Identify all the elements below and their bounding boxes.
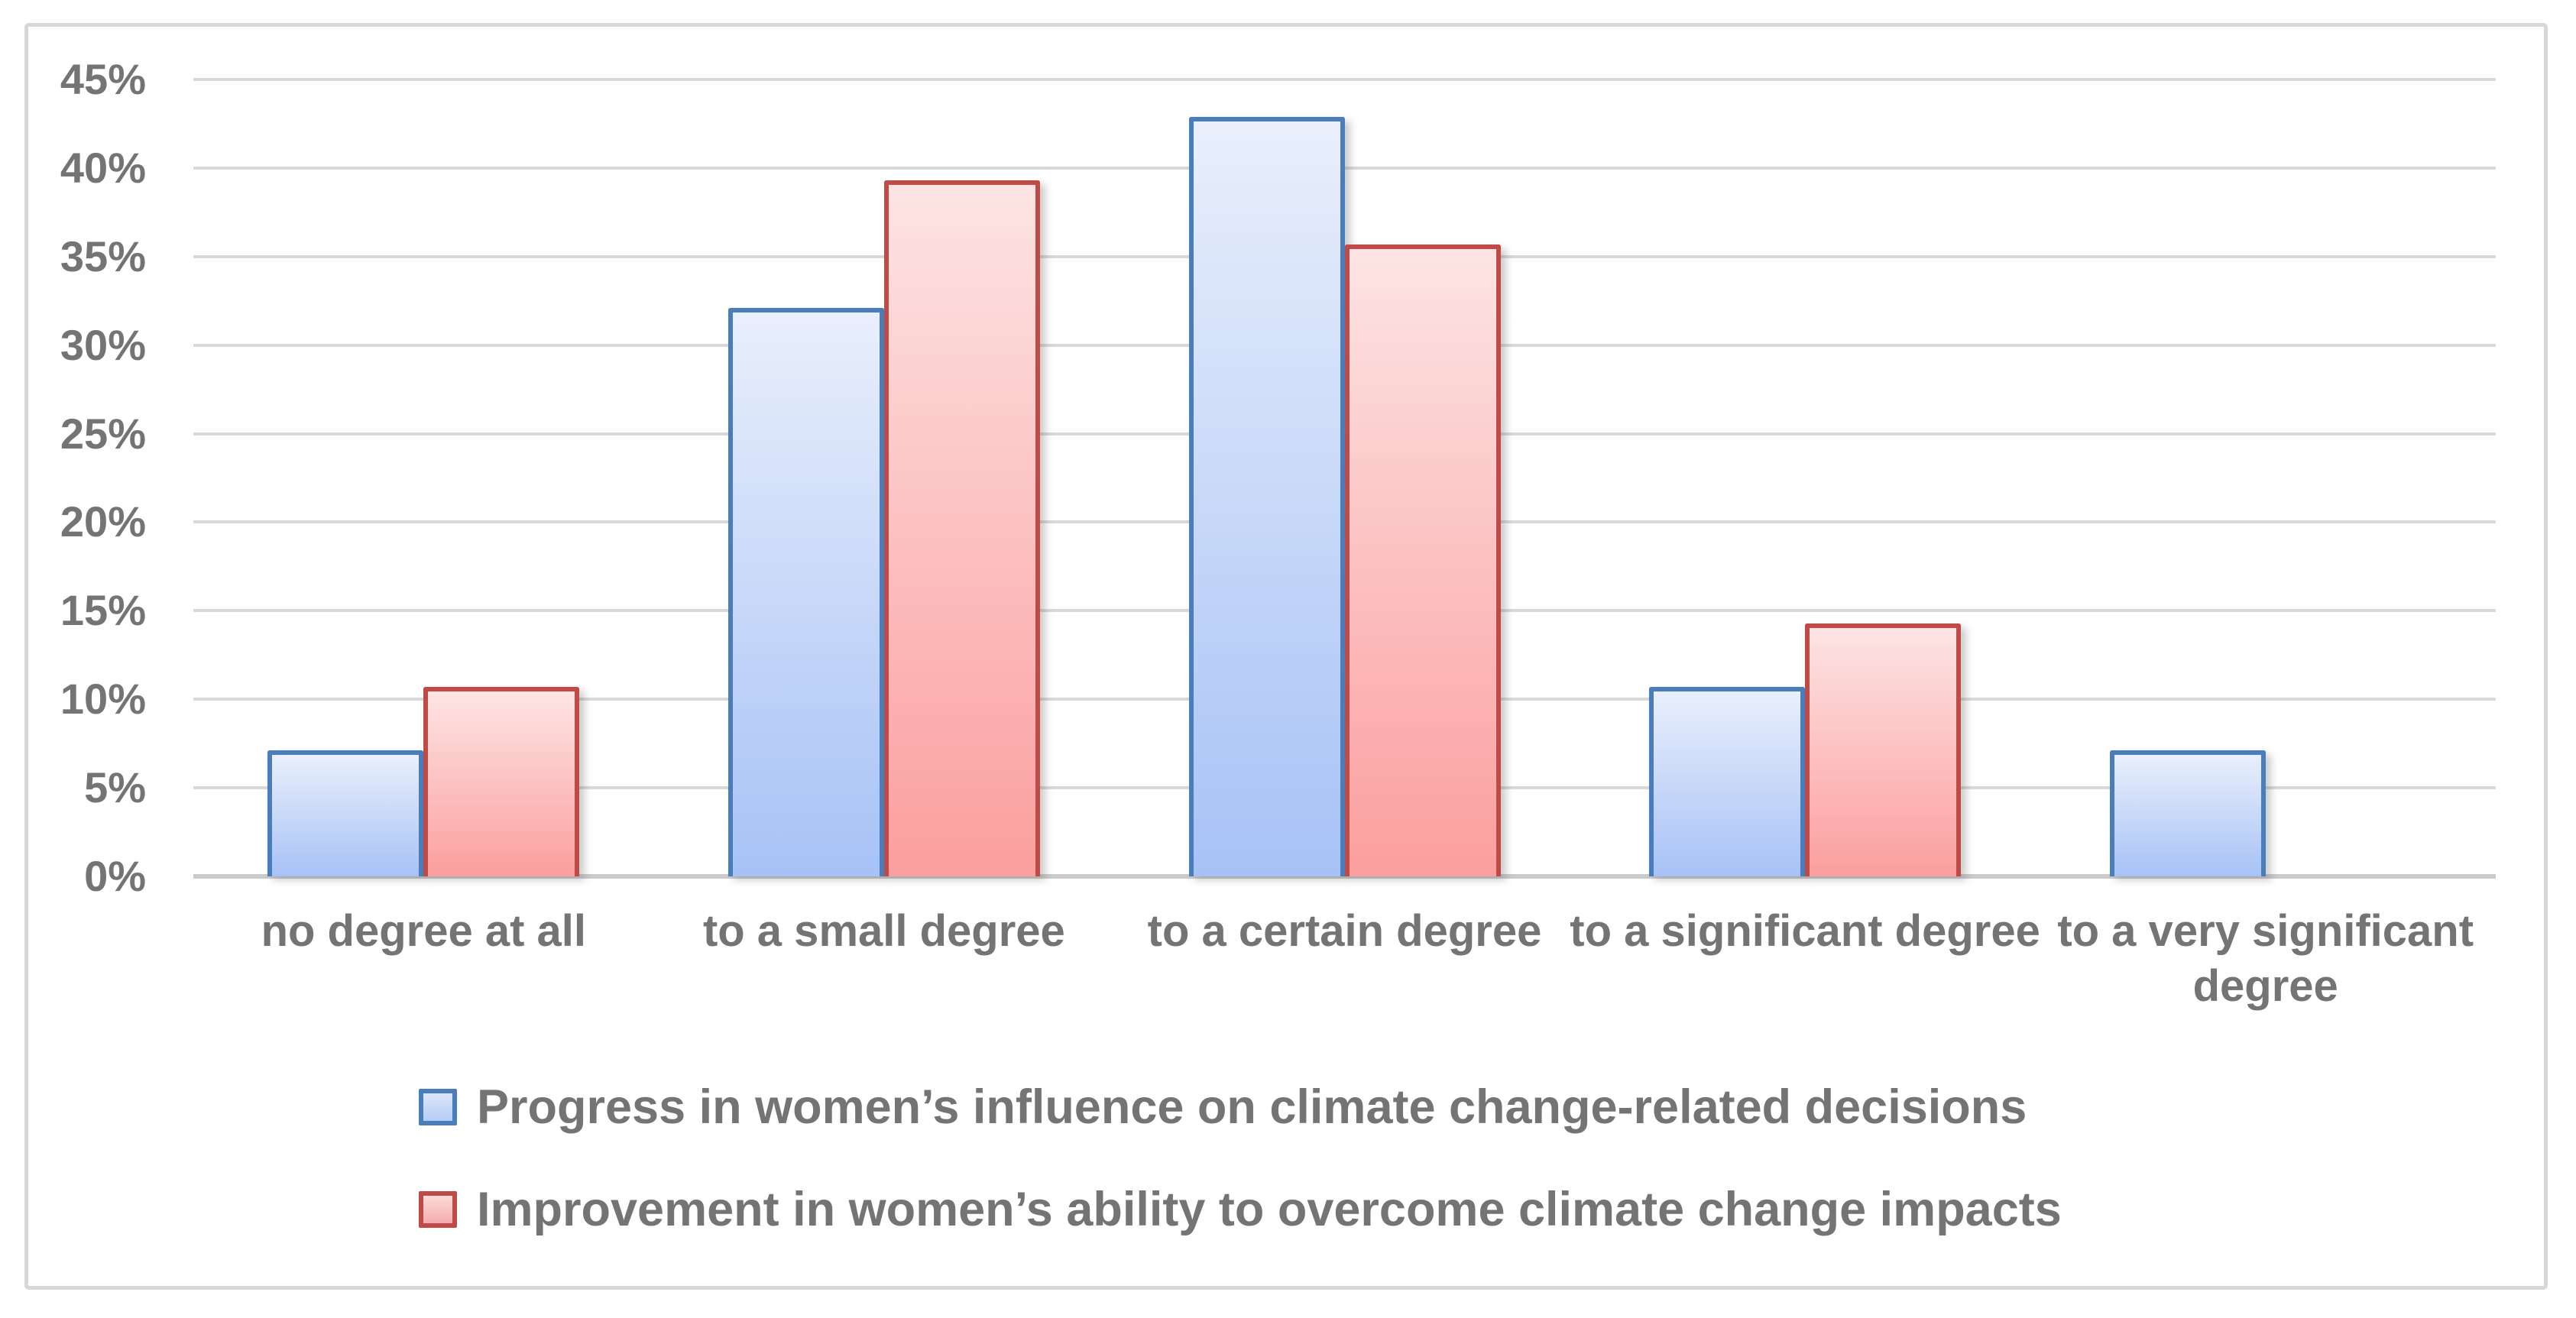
y-tick-label-35: 35% — [60, 232, 146, 280]
bar-series1-cat0 — [423, 687, 580, 876]
legend-entry-improvement: Improvement in women’s ability to overco… — [419, 1174, 2062, 1245]
category-label-0: no degree at all — [261, 906, 587, 956]
y-tick-label-45: 45% — [60, 55, 146, 103]
category-label-3: to a significant degree — [1570, 906, 2040, 956]
legend-entry-progress: Progress in women’s influence on climate… — [419, 1072, 2062, 1142]
category-label-1: to a small degree — [702, 906, 1065, 956]
y-tick-label-10: 10% — [60, 675, 146, 724]
y-tick-label-20: 20% — [60, 497, 146, 546]
y-tick-label-15: 15% — [60, 586, 146, 635]
gridline-45 — [193, 78, 2496, 81]
legend: Progress in women’s influence on climate… — [419, 1072, 2062, 1277]
x-axis-line — [193, 874, 2496, 879]
bar-series0-cat0 — [267, 750, 424, 876]
category-label-2: to a certain degree — [1147, 906, 1542, 956]
plot-area: 45% 40% 35% 30% 25% 20% 15% 10% 5% 0% no degree a… — [60, 55, 2496, 1011]
legend-label-progress: Progress in women’s influence on climate… — [477, 1080, 2027, 1134]
bar-series0-cat2 — [1188, 116, 1345, 876]
bar-series0-cat4 — [2109, 750, 2266, 876]
y-tick-label-25: 25% — [60, 409, 146, 458]
legend-swatch-red — [419, 1191, 457, 1228]
bar-series1-cat3 — [1805, 623, 1962, 876]
bar-series1-cat2 — [1344, 244, 1501, 876]
legend-label-improvement: Improvement in women’s ability to overco… — [477, 1183, 2062, 1236]
chart-figure: 45% 40% 35% 30% 25% 20% 15% 10% 5% 0% no degree a… — [24, 23, 2548, 1290]
y-tick-label-30: 30% — [60, 320, 146, 369]
category-label-4: to a very significant degree — [2057, 906, 2474, 1011]
bar-series0-cat1 — [727, 308, 884, 876]
y-tick-label-40: 40% — [60, 143, 146, 192]
legend-swatch-blue — [419, 1089, 457, 1125]
y-tick-label-5: 5% — [84, 763, 146, 812]
y-tick-label-0: 0% — [84, 852, 146, 900]
bar-series1-cat1 — [883, 180, 1040, 876]
bar-series0-cat3 — [1649, 687, 1806, 876]
gridline-40 — [193, 166, 2496, 170]
